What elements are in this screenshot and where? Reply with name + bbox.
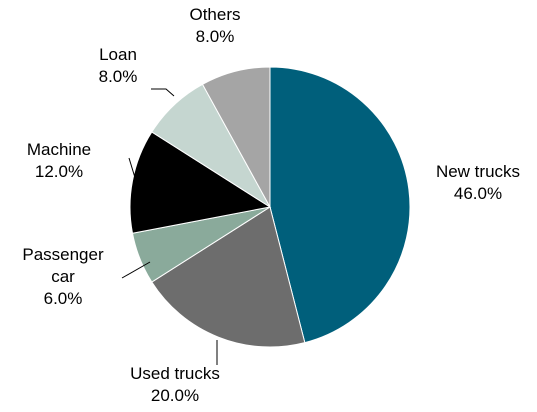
slice-label-new-trucks: New trucks 46.0% — [436, 162, 520, 203]
slice-label-loan: Loan 8.0% — [99, 45, 138, 86]
slice-category-label: Used trucks — [130, 364, 220, 383]
slice-value-label: 6.0% — [44, 289, 83, 308]
slice-category-label: car — [51, 267, 75, 286]
slice-label-machine: Machine 12.0% — [27, 140, 91, 181]
slice-value-label: 8.0% — [196, 27, 235, 46]
leader-lines — [121, 88, 218, 365]
slice-category-label: Passenger — [22, 245, 104, 264]
slice-category-label: Others — [189, 5, 240, 24]
slice-value-label: 20.0% — [151, 386, 199, 405]
slice-value-label: 8.0% — [99, 67, 138, 86]
slice-value-label: 46.0% — [454, 184, 502, 203]
slice-category-label: Machine — [27, 140, 91, 159]
pie-slice-new-trucks — [269, 66, 411, 344]
leader-line-passenger-car — [121, 261, 151, 279]
pie-slice-others — [201, 66, 271, 208]
pie-slice-used-trucks — [151, 206, 306, 348]
slice-value-label: 12.0% — [35, 162, 83, 181]
leader-line-loan — [151, 88, 175, 97]
slice-category-label: Loan — [99, 45, 137, 64]
slice-category-label: New trucks — [436, 162, 520, 181]
slice-label-passenger-car: Passenger car 6.0% — [22, 245, 104, 308]
slice-labels: New trucks 46.0% Used trucks 20.0% Passenger… — [22, 5, 520, 405]
pie-slices — [129, 66, 411, 348]
leader-line-machine — [128, 157, 137, 182]
pie-slice-machine — [129, 131, 272, 234]
slice-label-others: Others 8.0% — [189, 5, 240, 46]
slice-label-used-trucks: Used trucks 20.0% — [130, 364, 220, 405]
